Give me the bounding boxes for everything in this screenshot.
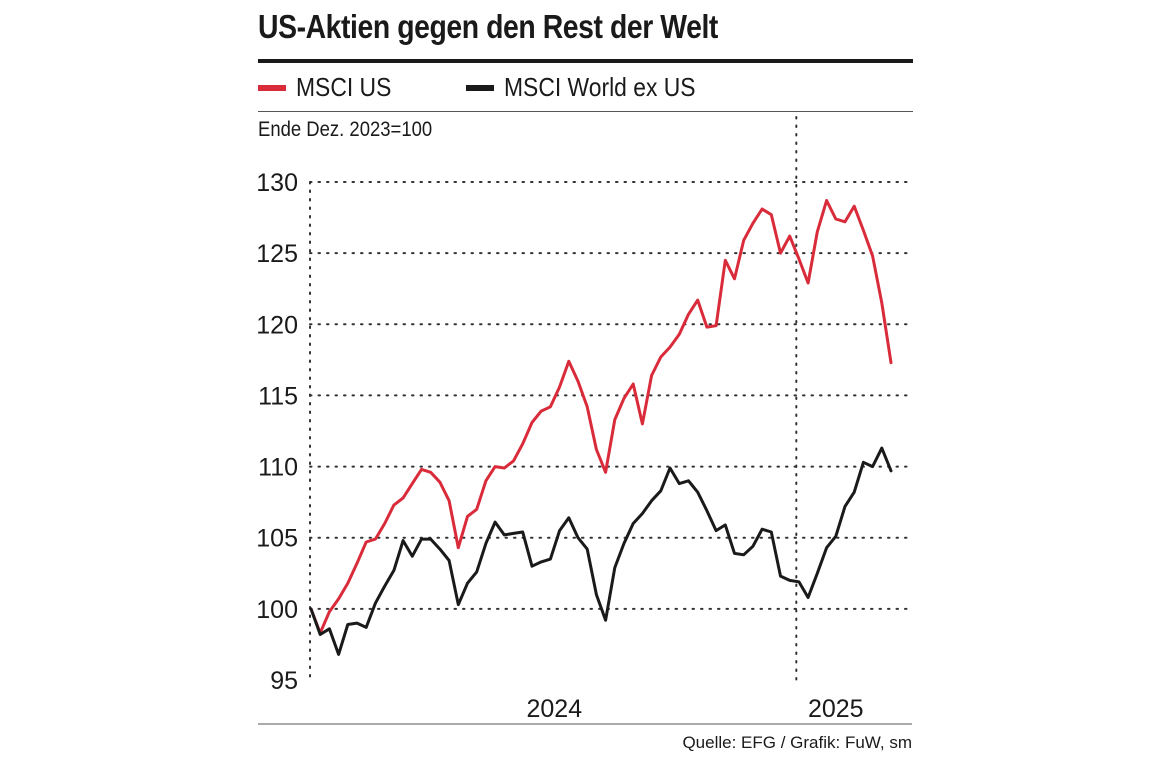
y-tick-label-110: 110: [258, 454, 298, 482]
chart-title: US-Aktien gegen den Rest der Welt: [258, 8, 718, 45]
source-note: Quelle: EFG / Grafik: FuW, sm: [682, 733, 912, 752]
y-tick-label-95: 95: [270, 667, 298, 695]
legend-item-msci-us: MSCI US: [258, 72, 404, 103]
title-rule: [258, 59, 913, 63]
y-tick-label-125: 125: [256, 240, 298, 268]
legend-label-msci-us: MSCI US: [296, 72, 392, 102]
y-tick-label-130: 130: [256, 169, 298, 197]
y-tick-label-120: 120: [256, 311, 298, 339]
y-tick-label-100: 100: [256, 596, 298, 624]
legend-item-msci-world-ex-us: MSCI World ex US: [466, 72, 722, 103]
legend-label-msci-world-ex-us: MSCI World ex US: [504, 72, 696, 102]
series-line-msci-us: [309, 199, 893, 635]
legend-swatch-msci-us: [258, 84, 286, 91]
legend: MSCI US MSCI World ex US: [258, 72, 913, 106]
series-line-msci-world-ex-us: [309, 446, 893, 656]
x-tick-label-2024: 2024: [526, 695, 582, 723]
y-tick-label-105: 105: [256, 525, 298, 553]
y-tick-label-115: 115: [258, 382, 298, 410]
legend-rule: [258, 111, 913, 112]
legend-swatch-msci-world-ex-us: [466, 84, 494, 91]
unit-label: Ende Dez. 2023=100: [258, 118, 433, 141]
x-tick-label-2025: 2025: [808, 695, 864, 723]
